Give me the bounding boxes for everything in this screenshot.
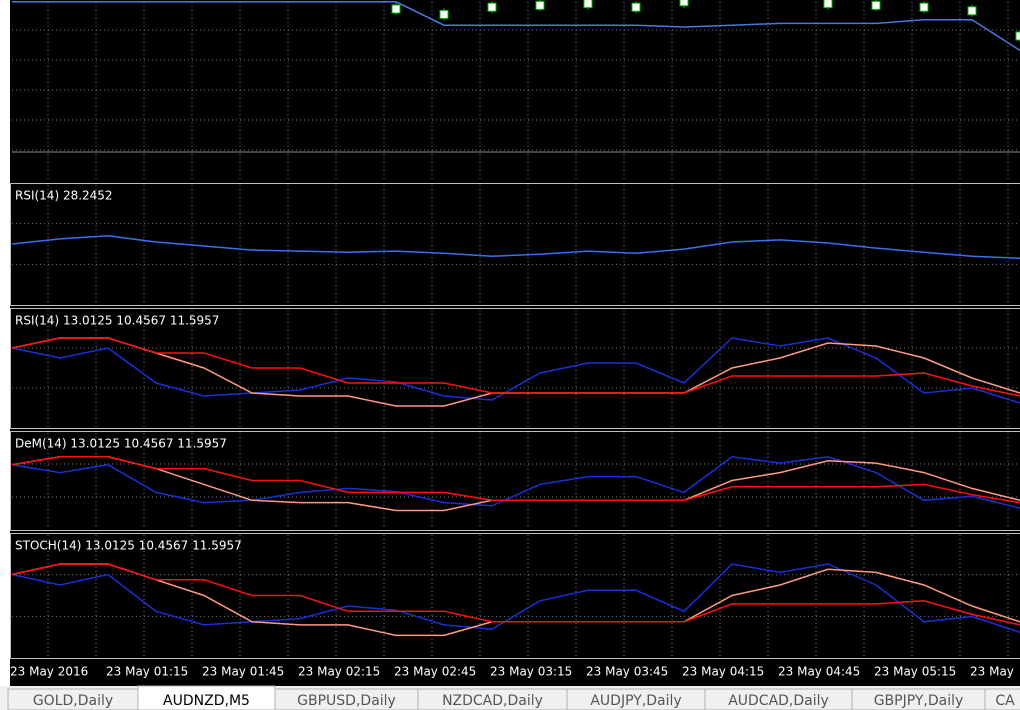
time-label: 23 May 05:15 xyxy=(874,665,956,679)
indicator-line xyxy=(11,235,1020,260)
candle xyxy=(487,2,497,12)
candle xyxy=(631,2,641,12)
tab-label[interactable]: CA xyxy=(995,693,1015,709)
candle xyxy=(1015,31,1020,41)
indicator-line xyxy=(11,456,1020,509)
panel-frame xyxy=(10,431,1020,531)
candle xyxy=(391,4,401,14)
indicator-line xyxy=(11,563,1020,634)
time-label: 23 May 04:45 xyxy=(778,665,860,679)
indicator-line xyxy=(11,337,1020,404)
time-label: 23 May 01:45 xyxy=(202,665,284,679)
candle xyxy=(535,0,545,10)
candle xyxy=(871,0,881,10)
indicator-line xyxy=(11,563,1020,626)
left-border xyxy=(0,0,10,686)
candle xyxy=(967,6,977,16)
tab[interactable] xyxy=(984,688,1020,710)
panel-label: DeM(14) 13.0125 10.4567 11.5957 xyxy=(15,437,227,451)
panel-frame xyxy=(10,533,1020,659)
indicator-line xyxy=(11,337,1020,397)
tab-label[interactable]: GBPJPY,Daily xyxy=(874,693,964,709)
time-label: 23 May 03:45 xyxy=(586,665,668,679)
indicator-line xyxy=(11,456,1020,504)
tab-label[interactable]: NZDCAD,Daily xyxy=(442,693,543,709)
time-label: 23 May 02:15 xyxy=(298,665,380,679)
indicator-line xyxy=(12,1,1020,52)
time-label: 23 May 03:15 xyxy=(490,665,572,679)
tab-label[interactable]: AUDJPY,Daily xyxy=(590,693,681,709)
panel-frame xyxy=(10,308,1020,429)
candle xyxy=(679,0,689,7)
time-label: 23 May 02:45 xyxy=(394,665,476,679)
time-label: 23 May 04:15 xyxy=(682,665,764,679)
panel-label: RSI(14) 13.0125 10.4567 11.5957 xyxy=(15,314,219,328)
time-label: 23 May 2016 xyxy=(10,665,88,679)
candle xyxy=(583,0,593,9)
panel-frame xyxy=(10,183,1020,306)
candle xyxy=(439,9,449,19)
tab-label[interactable]: GBPUSD,Daily xyxy=(297,693,396,709)
candle xyxy=(919,2,929,12)
panel-label: STOCH(14) 13.0125 10.4567 11.5957 xyxy=(15,539,242,553)
time-label: 23 May xyxy=(970,665,1014,679)
tab-label[interactable]: AUDCAD,Daily xyxy=(728,693,829,709)
panel-label: RSI(14) 28.2452 xyxy=(15,189,113,203)
time-label: 23 May 01:15 xyxy=(106,665,188,679)
tab-label[interactable]: GOLD,Daily xyxy=(33,693,113,709)
tab-label[interactable]: AUDNZD,M5 xyxy=(163,693,250,709)
tab[interactable] xyxy=(137,685,276,710)
candle xyxy=(823,0,833,9)
